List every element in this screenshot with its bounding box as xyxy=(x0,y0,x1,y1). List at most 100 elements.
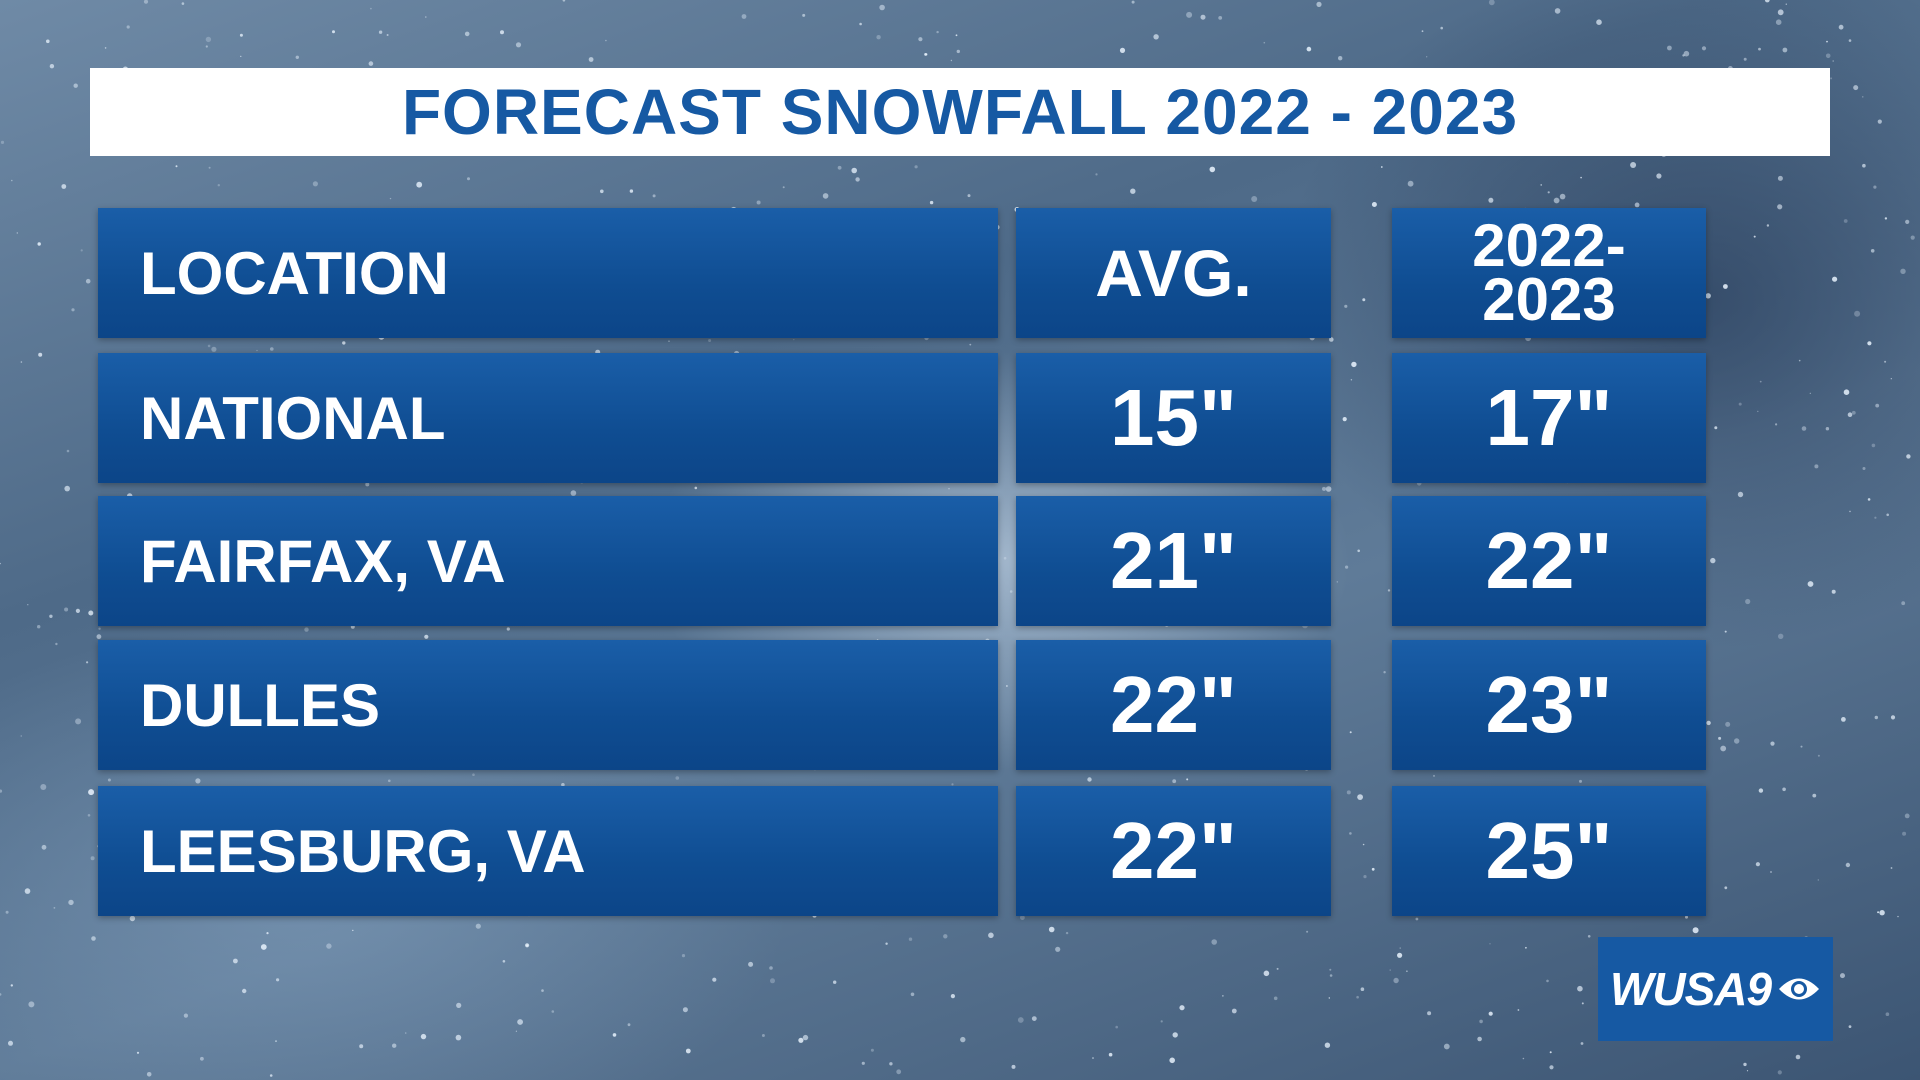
snowflake xyxy=(1812,793,1817,798)
snowflake xyxy=(1342,417,1347,422)
snowflake xyxy=(1710,557,1716,564)
snowflake xyxy=(1322,486,1326,491)
snowflake xyxy=(1328,997,1331,999)
snowflake xyxy=(233,958,238,964)
snowflake xyxy=(1009,590,1013,593)
snowflake xyxy=(685,1048,691,1054)
snowflake xyxy=(1906,454,1911,459)
snowflake xyxy=(365,482,370,487)
snowflake xyxy=(1087,777,1092,782)
snowflake xyxy=(205,45,208,48)
snowflake xyxy=(1325,486,1332,492)
snowflake xyxy=(1547,191,1550,194)
snowflake xyxy=(1092,1057,1094,1059)
snowflake xyxy=(266,932,269,935)
title: FORECAST SNOWFALL 2022 - 2023 xyxy=(401,76,1519,148)
snowflake xyxy=(682,1007,688,1013)
snowflake xyxy=(378,30,383,34)
snowflake xyxy=(86,661,89,664)
snowflake xyxy=(1397,952,1403,958)
snowflake xyxy=(256,349,258,352)
snowflake xyxy=(629,189,634,193)
snowflake xyxy=(1587,935,1591,938)
snowflake xyxy=(61,184,67,189)
snowflake xyxy=(332,30,335,34)
snowflake xyxy=(1549,1051,1552,1054)
snowflake xyxy=(0,140,5,144)
snowflake xyxy=(1017,1017,1024,1023)
snowflake xyxy=(64,485,70,492)
average-cell: 22" xyxy=(1016,786,1331,916)
snowflake xyxy=(588,57,594,62)
snowflake xyxy=(1757,410,1759,413)
snowflake xyxy=(20,735,22,737)
snowflake xyxy=(1875,403,1880,408)
snowflake xyxy=(1553,197,1560,204)
snowflake xyxy=(1706,720,1711,726)
snowflake xyxy=(1843,219,1848,223)
snowflake xyxy=(55,642,58,646)
snowflake xyxy=(37,242,41,246)
snowflake xyxy=(1718,736,1722,740)
snowflake xyxy=(208,166,211,169)
snowflake xyxy=(295,55,299,59)
snowflake xyxy=(955,34,958,37)
snowflake xyxy=(600,189,604,194)
snowflake xyxy=(988,932,994,939)
snowflake xyxy=(71,308,75,312)
snowflake xyxy=(1886,513,1889,517)
snowflake xyxy=(207,344,211,348)
snowflake xyxy=(936,30,939,34)
snowflake xyxy=(960,1036,966,1043)
snowflake xyxy=(1349,832,1352,835)
snowflake xyxy=(1387,589,1391,592)
snowflake xyxy=(950,994,956,999)
snowflake xyxy=(1131,0,1135,4)
snowflake xyxy=(1426,56,1428,58)
snowflake xyxy=(1415,917,1419,921)
snowflake xyxy=(1817,879,1820,881)
snowflake xyxy=(66,449,70,453)
snowflake xyxy=(1577,985,1583,992)
snowflake xyxy=(1169,1057,1175,1064)
snowflake xyxy=(146,1072,152,1077)
location-cell: LEESBURG, VA xyxy=(98,786,998,916)
snowflake xyxy=(1380,166,1383,168)
snowflake xyxy=(605,39,607,42)
snowflake xyxy=(1862,96,1864,98)
snowflake xyxy=(104,47,107,49)
average-cell: 22" xyxy=(1016,640,1331,770)
snowflake xyxy=(1825,53,1831,59)
snowflake xyxy=(1479,1019,1483,1024)
snowflake xyxy=(924,53,927,56)
snowflake xyxy=(326,943,332,949)
snowflake xyxy=(561,783,565,787)
snowflake xyxy=(425,16,427,18)
snowflake xyxy=(1777,175,1783,181)
location-cell: DULLES xyxy=(98,640,998,770)
snowflake xyxy=(1324,1042,1331,1048)
header-cell: AVG. xyxy=(1016,208,1331,338)
snowflake xyxy=(68,899,74,906)
snowflake xyxy=(1867,498,1871,501)
snowflake xyxy=(1800,745,1803,748)
snowflake xyxy=(1758,788,1764,793)
snowflake xyxy=(914,165,918,169)
snowflake xyxy=(1351,361,1357,368)
snowflake xyxy=(1160,1020,1163,1023)
snowflake xyxy=(1759,380,1762,383)
header-cell: LOCATION xyxy=(98,208,998,338)
snowflake xyxy=(1630,162,1637,168)
header-text: 2022-2023 xyxy=(1472,212,1626,333)
snowflake xyxy=(1778,633,1784,639)
snowflake xyxy=(1862,467,1866,470)
snowflake xyxy=(1440,26,1443,30)
snowflake xyxy=(239,33,243,37)
snowflake xyxy=(1867,341,1872,346)
snowflake xyxy=(420,1033,427,1040)
snowflake xyxy=(370,7,372,10)
snowflake xyxy=(1549,1065,1554,1070)
snowflake xyxy=(1362,298,1366,302)
snowflake xyxy=(41,844,47,850)
snowflake xyxy=(1832,60,1834,62)
